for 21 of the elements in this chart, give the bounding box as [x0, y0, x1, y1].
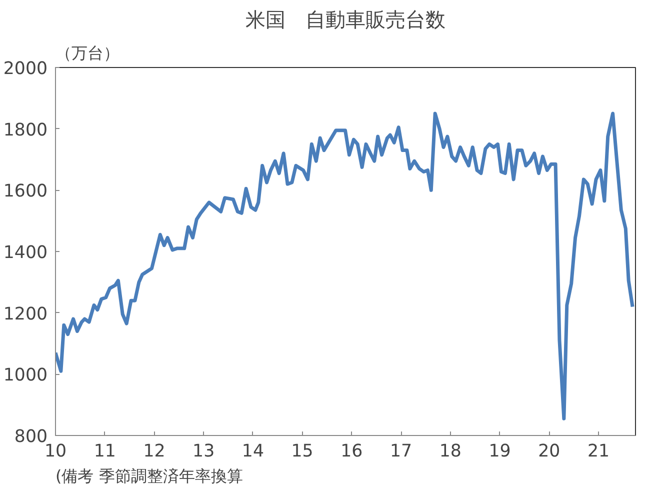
text: (備考 季節調整済年率換算 — [56, 466, 243, 486]
x-tick-label: 21 — [587, 442, 610, 462]
y-axis-title: （万台） — [56, 44, 120, 62]
chart-title: 米国 自動車販売台数 — [246, 8, 446, 32]
y-tick-label: 1200 — [3, 304, 48, 324]
y-tick-label: 1800 — [3, 120, 48, 140]
x-tick-label: 20 — [538, 442, 560, 462]
line-series — [56, 112, 634, 420]
x-tick-label: 11 — [94, 442, 116, 462]
x-tick-label: 15 — [291, 442, 314, 462]
y-tick-label: 1000 — [3, 366, 48, 386]
x-tick-label: 14 — [242, 442, 264, 462]
x-tick-label: 12 — [143, 442, 166, 462]
y-tick-label: 1400 — [3, 243, 48, 263]
x-tick-label: 16 — [340, 442, 363, 462]
y-tick-label: 2000 — [3, 59, 48, 79]
x-tick-label: 19 — [488, 442, 511, 462]
x-tick-label: 13 — [192, 442, 215, 462]
x-tick-label: 18 — [439, 442, 462, 462]
y-tick-label: 1600 — [3, 182, 48, 202]
x-tick-label: 17 — [390, 442, 412, 462]
